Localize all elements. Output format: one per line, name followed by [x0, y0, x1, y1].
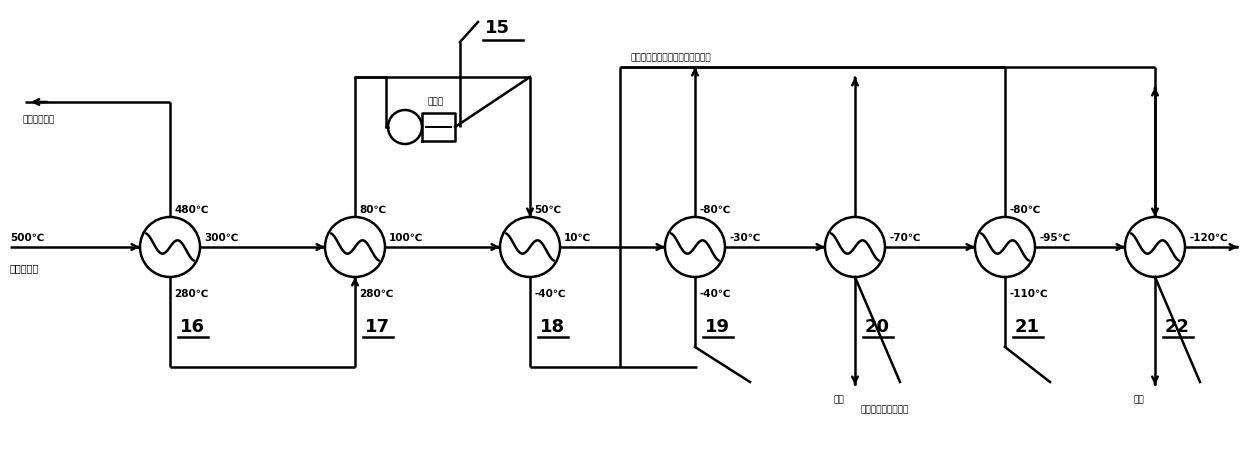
Text: -30℃: -30℃ [729, 233, 760, 243]
Text: 20: 20 [866, 318, 890, 336]
Text: -40℃: -40℃ [534, 289, 565, 299]
Text: 280℃: 280℃ [174, 289, 208, 299]
Text: 来自氢气分离器物流: 来自氢气分离器物流 [861, 405, 909, 414]
Text: -110℃: -110℃ [1009, 289, 1048, 299]
Text: 10℃: 10℃ [564, 233, 591, 243]
Text: 21: 21 [1016, 318, 1040, 336]
Text: 22: 22 [1166, 318, 1190, 336]
Text: 16: 16 [180, 318, 205, 336]
Text: 冷却: 冷却 [833, 395, 843, 404]
Text: -40℃: -40℃ [699, 289, 730, 299]
Text: 来自硫烷分离器及硫烷分离器气相: 来自硫烷分离器及硫烷分离器气相 [630, 53, 711, 62]
Text: 压缩机: 压缩机 [427, 97, 443, 106]
Text: 冷却: 冷却 [1133, 395, 1143, 404]
Text: 480℃: 480℃ [174, 205, 208, 215]
Text: 全原料加热器: 全原料加热器 [22, 115, 55, 124]
Text: -80℃: -80℃ [1009, 205, 1040, 215]
Text: 反应器出口: 反应器出口 [10, 263, 40, 273]
Text: 500℃: 500℃ [10, 233, 45, 243]
Text: 18: 18 [539, 318, 565, 336]
Text: 17: 17 [365, 318, 391, 336]
Text: 280℃: 280℃ [360, 289, 393, 299]
Text: -70℃: -70℃ [889, 233, 920, 243]
Text: 50℃: 50℃ [534, 205, 562, 215]
Text: -95℃: -95℃ [1039, 233, 1070, 243]
Text: 15: 15 [485, 19, 510, 37]
Text: 300℃: 300℃ [205, 233, 238, 243]
Text: -120℃: -120℃ [1189, 233, 1228, 243]
Text: -80℃: -80℃ [699, 205, 730, 215]
Text: 80℃: 80℃ [360, 205, 386, 215]
Text: 19: 19 [706, 318, 730, 336]
Text: 100℃: 100℃ [389, 233, 423, 243]
